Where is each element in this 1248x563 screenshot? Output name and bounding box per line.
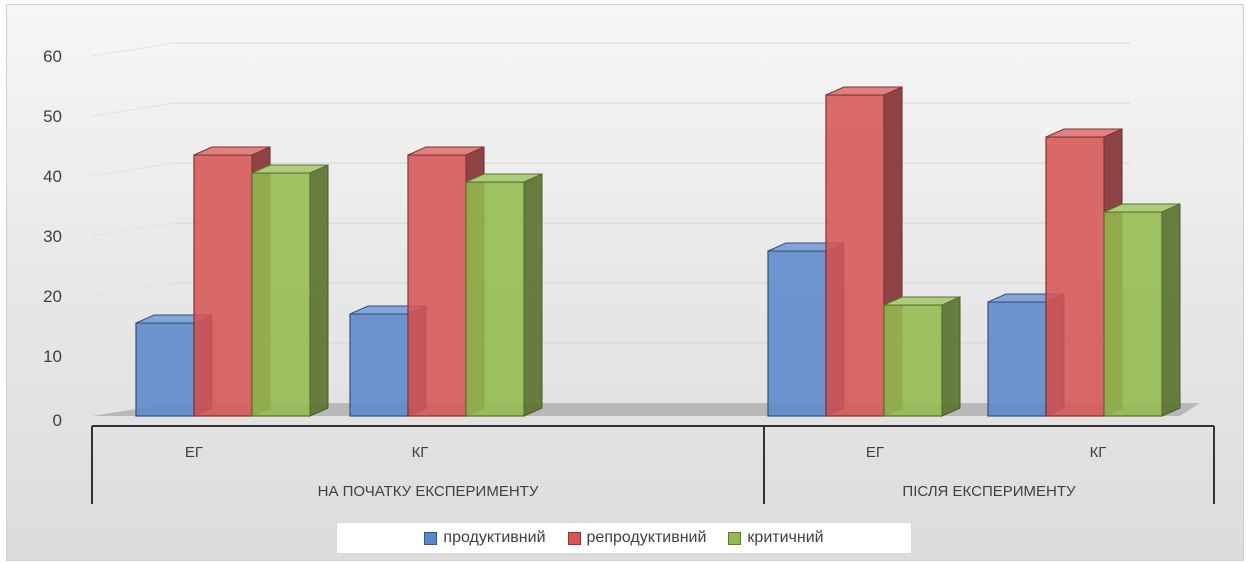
group-label: ПІСЛЯ ЕКСПЕРИМЕНТУ	[902, 483, 1076, 500]
legend-label-productive: продуктивний	[443, 529, 546, 546]
legend-swatch-productive	[424, 531, 438, 545]
bar	[1103, 211, 1163, 417]
bar	[465, 181, 525, 417]
bar	[767, 250, 827, 417]
bar-top	[193, 146, 271, 156]
bar	[825, 94, 885, 417]
bar-side	[523, 173, 543, 417]
gridline-side-50	[91, 102, 175, 117]
bar-top	[883, 296, 961, 306]
bar	[1045, 136, 1105, 417]
category-label: КГ	[412, 444, 429, 461]
y-tick-label: 30	[43, 227, 62, 246]
category-label: КГ	[1090, 444, 1107, 461]
bar-top	[251, 164, 329, 174]
gridline-side-60	[91, 42, 175, 57]
legend-label-critical: критичний	[747, 529, 824, 546]
legend-swatch-reproductive	[567, 531, 581, 545]
bar-top	[825, 86, 903, 96]
gridline-side-20	[91, 282, 175, 297]
bar	[251, 172, 311, 417]
gridline-side-40	[91, 162, 175, 177]
gridline-side-30	[91, 222, 175, 237]
legend-item-reproductive: репродуктивний	[567, 529, 707, 547]
legend-label-reproductive: репродуктивний	[586, 529, 707, 546]
y-tick-label: 60	[43, 47, 62, 66]
y-tick-label: 0	[53, 411, 62, 430]
bar-top	[407, 146, 485, 156]
category-label: ЕГ	[185, 444, 203, 461]
bar-top	[1103, 203, 1181, 213]
y-tick-label: 20	[43, 287, 62, 306]
legend-item-productive: продуктивний	[424, 529, 546, 547]
bar	[407, 154, 467, 417]
y-tick-label: 40	[43, 167, 62, 186]
bar	[987, 301, 1047, 417]
bar-side	[309, 164, 329, 417]
bar-side	[941, 296, 961, 417]
legend: продуктивний репродуктивний критичний	[336, 522, 912, 554]
bar-top	[465, 173, 543, 183]
bar	[135, 322, 195, 417]
bar-side	[1161, 203, 1181, 417]
bar	[883, 304, 943, 417]
bar	[193, 154, 253, 417]
y-tick-label: 10	[43, 347, 62, 366]
legend-swatch-critical	[728, 531, 742, 545]
bar-top	[1045, 128, 1123, 138]
legend-item-critical: критичний	[728, 529, 824, 547]
category-label: ЕГ	[866, 444, 884, 461]
bar	[349, 313, 409, 417]
group-label: НА ПОЧАТКУ ЕКСПЕРИМЕНТУ	[318, 483, 539, 500]
y-tick-label: 50	[43, 107, 62, 126]
